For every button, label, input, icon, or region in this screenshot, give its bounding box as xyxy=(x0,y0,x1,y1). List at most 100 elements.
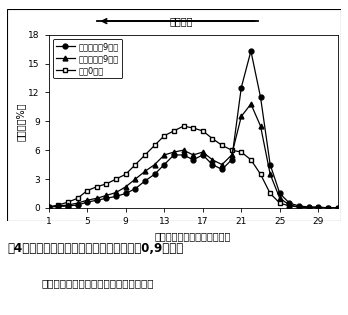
贯薹0日目 xyxy=(162,134,166,138)
高湿区贯薹9日目 xyxy=(239,115,243,118)
贯薹0日目 xyxy=(335,206,340,210)
低湿区贯薹9日目 xyxy=(56,204,61,208)
低湿区贯薹9日目 xyxy=(47,205,51,209)
低湿区贯薹9日目 xyxy=(326,206,330,210)
高湿区贯薹9日目 xyxy=(230,153,234,157)
贯薹0日目 xyxy=(124,172,128,176)
贯薹0日目 xyxy=(220,143,224,147)
贯薹0日目 xyxy=(143,153,147,157)
贯薹0日目 xyxy=(307,206,311,210)
低湿区贯薹9日目 xyxy=(191,158,195,162)
低湿区贯薹9日目 xyxy=(124,192,128,195)
贯薹0日目 xyxy=(326,206,330,210)
低湿区贯薹9日目 xyxy=(133,187,137,191)
高湿区贯薹9日目 xyxy=(95,196,99,200)
Legend: 低湿区贯薹9日目, 高湿区贯薹9日目, 贯薹0日目: 低湿区贯薹9日目, 高湿区贯薹9日目, 贯薹0日目 xyxy=(53,39,122,78)
高湿区贯薹9日目 xyxy=(297,205,301,209)
低湿区贯薹9日目 xyxy=(114,194,118,198)
高湿区贯薹9日目 xyxy=(133,177,137,181)
高湿区贯薹9日目 xyxy=(114,191,118,194)
高湿区贯薹9日目 xyxy=(278,196,282,200)
贯薹0日目 xyxy=(297,205,301,209)
高湿区贯薹9日目 xyxy=(66,203,70,207)
低湿区贯薹9日目 xyxy=(287,201,292,205)
高湿区贯薹9日目 xyxy=(287,203,292,207)
贯薹0日目 xyxy=(316,206,321,210)
贯薹0日目 xyxy=(201,129,205,133)
贯薹0日目 xyxy=(181,124,185,128)
贯薹0日目 xyxy=(104,182,109,186)
贯薹0日目 xyxy=(172,129,176,133)
低湿区贯薹9日目 xyxy=(220,168,224,171)
贯薹0日目 xyxy=(56,203,61,207)
低湿区贯薹9日目 xyxy=(278,192,282,195)
贯薹0日目 xyxy=(230,148,234,152)
高湿区贯薹9日目 xyxy=(259,124,263,128)
低湿区贯薹9日目 xyxy=(66,204,70,208)
Line: 贯薹0日目: 贯薹0日目 xyxy=(46,124,340,210)
贯薹0日目 xyxy=(268,192,272,195)
低湿区贯薹9日目 xyxy=(143,179,147,183)
高湿区贯薹9日目 xyxy=(47,205,51,209)
高湿区贯薹9日目 xyxy=(56,204,61,208)
Y-axis label: 経含量（%）: 経含量（%） xyxy=(15,102,25,140)
贯薹0日目 xyxy=(66,200,70,204)
低湿区贯薹9日目 xyxy=(210,163,214,166)
高湿区贯薹9日目 xyxy=(316,206,321,210)
贯薹0日目 xyxy=(76,196,80,200)
低湿区贯薹9日目 xyxy=(181,153,185,157)
低湿区贯薹9日目 xyxy=(239,86,243,89)
贯薹0日目 xyxy=(259,172,263,176)
X-axis label: リテンション・タイム（分）: リテンション・タイム（分） xyxy=(155,232,231,242)
贯薹0日目 xyxy=(85,189,89,192)
贯薹0日目 xyxy=(114,177,118,181)
贯薹0日目 xyxy=(239,150,243,154)
低湿区贯薹9日目 xyxy=(162,163,166,166)
贯薹0日目 xyxy=(287,204,292,208)
贯薹0日目 xyxy=(249,158,253,162)
高湿区贯薹9日目 xyxy=(326,206,330,210)
高湿区贯薹9日目 xyxy=(307,205,311,209)
贯薹0日目 xyxy=(133,163,137,166)
Line: 低湿区贯薹9日目: 低湿区贯薹9日目 xyxy=(46,49,340,210)
高湿区贯薹9日目 xyxy=(191,153,195,157)
低湿区贯薹9日目 xyxy=(268,163,272,166)
贯薹0日目 xyxy=(152,143,157,147)
高湿区贯薹9日目 xyxy=(201,150,205,154)
高湿区贯薹9日目 xyxy=(104,193,109,197)
高湿区贯薹9日目 xyxy=(124,185,128,189)
高湿区贯薹9日目 xyxy=(143,169,147,173)
贯薹0日目 xyxy=(95,185,99,189)
低湿区贯薹9日目 xyxy=(297,204,301,208)
低湿区贯薹9日目 xyxy=(172,153,176,157)
高湿区贯薹9日目 xyxy=(152,163,157,166)
贯薹0日目 xyxy=(191,126,195,130)
Line: 高湿区贯薹9日目: 高湿区贯薹9日目 xyxy=(46,101,340,210)
低湿区贯薹9日目 xyxy=(335,206,340,210)
贯薹0日目 xyxy=(278,201,282,205)
Text: 分子量大: 分子量大 xyxy=(169,16,193,26)
低湿区贯薹9日目 xyxy=(104,196,109,200)
低湿区贯薹9日目 xyxy=(95,198,99,202)
高湿区贯薹9日目 xyxy=(335,206,340,210)
低湿区贯薹9日目 xyxy=(249,49,253,53)
高湿区贯薹9日目 xyxy=(162,153,166,157)
低湿区贯薹9日目 xyxy=(152,172,157,176)
低湿区贯薹9日目 xyxy=(230,158,234,162)
低湿区贯薹9日目 xyxy=(259,95,263,99)
低湿区贯薹9日目 xyxy=(307,205,311,209)
高湿区贯薹9日目 xyxy=(220,163,224,166)
Text: 围4４　果肉ペクチンの分子量分布（贯薹0,9日目）: 围4４ 果肉ペクチンの分子量分布（贯薹0,9日目） xyxy=(7,242,183,255)
高湿区贯薹9日目 xyxy=(76,201,80,205)
低湿区贯薹9日目 xyxy=(76,203,80,207)
高湿区贯薹9日目 xyxy=(268,172,272,176)
高湿区贯薹9日目 xyxy=(172,150,176,154)
低湿区贯薹9日目 xyxy=(316,205,321,209)
Text: 遅く出現するピークが高いほど低分子化: 遅く出現するピークが高いほど低分子化 xyxy=(42,278,154,289)
贯薹0日目 xyxy=(210,137,214,140)
高湿区贯薹9日目 xyxy=(181,148,185,152)
高湿区贯薹9日目 xyxy=(249,102,253,106)
贯薹0日目 xyxy=(47,205,51,209)
高湿区贯薹9日目 xyxy=(210,158,214,162)
高湿区贯薹9日目 xyxy=(85,198,89,202)
